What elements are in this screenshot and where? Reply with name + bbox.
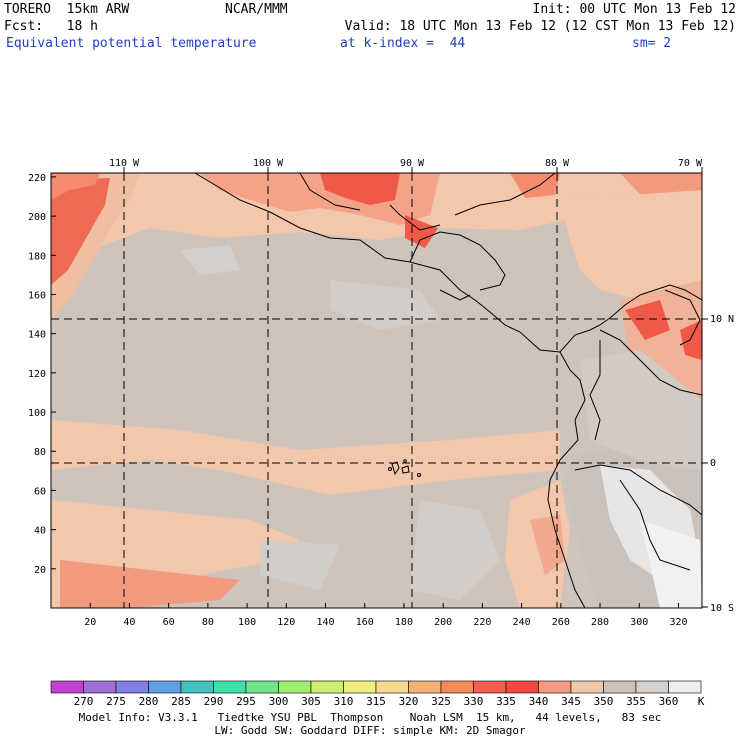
lon-label-110w: 110 W [109, 158, 140, 169]
left-grid-ticks: 220 200 180 160 140 120 100 80 60 40 20 [28, 173, 56, 576]
colorbar-unit: K [697, 695, 705, 708]
colorbar-label: 275 [106, 695, 126, 708]
lon-label-90w: 90 W [400, 158, 425, 169]
smoothing-label: sm= 2 [632, 36, 672, 51]
colorbar-label: 320 [398, 695, 419, 708]
colorbar-swatch [408, 680, 442, 694]
bottom-tick-label: 20 [84, 617, 96, 628]
colorbar-label: 270 [73, 695, 94, 708]
bottom-tick-label: 180 [395, 617, 413, 628]
colorbar-label: 350 [593, 695, 614, 708]
colorbar-swatch [505, 680, 539, 694]
left-tick-label: 140 [28, 330, 46, 341]
colorbar-swatch [603, 680, 637, 694]
colorbar-swatch [50, 680, 84, 694]
top-ticks [123, 167, 703, 173]
bottom-tick-label: 100 [238, 617, 256, 628]
left-tick-label: 40 [34, 526, 46, 537]
colorbar-label: 360 [658, 695, 679, 708]
lon-label-70w: 70 W [678, 158, 703, 169]
lat-label-0: 0 [710, 458, 716, 469]
colorbar-swatch [148, 680, 182, 694]
colorbar-swatch [343, 680, 377, 694]
bottom-tick-label: 40 [123, 617, 135, 628]
left-tick-label: 120 [28, 369, 46, 380]
colorbar-label: 300 [268, 695, 289, 708]
bottom-tick-label: 200 [434, 617, 452, 628]
colorbar-swatch [180, 680, 214, 694]
colorbar-label: 355 [626, 695, 646, 708]
left-tick-label: 20 [34, 565, 46, 576]
colorbar-label: 340 [528, 695, 549, 708]
colorbar-swatch [245, 680, 279, 694]
model-info-line1: Model Info: V3.3.1 Tiedtke YSU PBL Thomp… [78, 711, 662, 724]
forecast-hour: Fcst: 18 h [4, 19, 98, 34]
bottom-tick-label: 240 [513, 617, 531, 628]
left-tick-label: 220 [28, 173, 46, 184]
left-tick-label: 80 [34, 447, 46, 458]
colorbar-swatch [310, 680, 344, 694]
lat-label-10n: 10 N [710, 314, 734, 325]
colorbar-label: 285 [171, 695, 191, 708]
bottom-tick-label: 120 [277, 617, 295, 628]
colorbar-swatch [278, 680, 312, 694]
colorbar-swatch [635, 680, 669, 694]
map-frame [50, 172, 703, 609]
bottom-tick-label: 280 [591, 617, 609, 628]
map-field [51, 173, 702, 608]
colorbar [50, 680, 702, 694]
colorbar-label: 335 [496, 695, 516, 708]
coastlines [194, 173, 702, 608]
colorbar-swatch [115, 680, 149, 694]
colorbar-swatch [213, 680, 247, 694]
right-ticks [702, 318, 708, 608]
bottom-tick-label: 80 [202, 617, 214, 628]
bottom-tick-label: 300 [630, 617, 648, 628]
colorbar-label: 325 [431, 695, 451, 708]
lat-label-10s: 10 S [710, 603, 734, 614]
colorbar-swatch [83, 680, 117, 694]
colorbar-swatch [570, 680, 604, 694]
colorbar-label: 345 [561, 695, 581, 708]
colorbar-label: 305 [301, 695, 321, 708]
left-tick-label: 180 [28, 251, 46, 262]
colorbar-label: 330 [463, 695, 484, 708]
left-tick-label: 200 [28, 212, 46, 223]
colorbar-label: 295 [236, 695, 256, 708]
bottom-tick-label: 60 [163, 617, 175, 628]
colorbar-label: 280 [138, 695, 159, 708]
model-info-line2: LW: Godd SW: Goddard DIFF: simple KM: 2D… [214, 724, 526, 737]
level-label: at k-index = 44 [340, 36, 466, 51]
left-tick-label: 160 [28, 290, 46, 301]
organization: NCAR/MMM [225, 2, 288, 17]
bottom-tick-label: 320 [669, 617, 687, 628]
field-name: Equivalent potential temperature [6, 36, 257, 51]
left-tick-label: 100 [28, 408, 46, 419]
colorbar-swatch [668, 680, 702, 694]
bottom-grid-ticks: 20 40 60 80 100 120 140 160 180 200 220 240 260 280 30… [84, 603, 688, 628]
colorbar-swatch [375, 680, 409, 694]
lon-label-80w: 80 W [545, 158, 570, 169]
lon-label-100w: 100 W [253, 158, 284, 169]
colorbar-label: 310 [333, 695, 354, 708]
colorbar-swatch [538, 680, 572, 694]
colorbar-swatch [440, 680, 474, 694]
graticule [51, 173, 702, 608]
bottom-tick-label: 260 [552, 617, 570, 628]
init-time: Init: 00 UTC Mon 13 Feb 12 [532, 2, 737, 17]
model-name: TORERO 15km ARW [4, 2, 130, 17]
left-tick-label: 60 [34, 486, 46, 497]
valid-time: Valid: 18 UTC Mon 13 Feb 12 (12 CST Mon … [344, 19, 736, 34]
bottom-tick-label: 220 [473, 617, 491, 628]
colorbar-label: 290 [203, 695, 224, 708]
colorbar-label: 315 [366, 695, 386, 708]
bottom-tick-label: 160 [356, 617, 374, 628]
colorbar-swatch [473, 680, 507, 694]
bottom-tick-label: 140 [316, 617, 334, 628]
